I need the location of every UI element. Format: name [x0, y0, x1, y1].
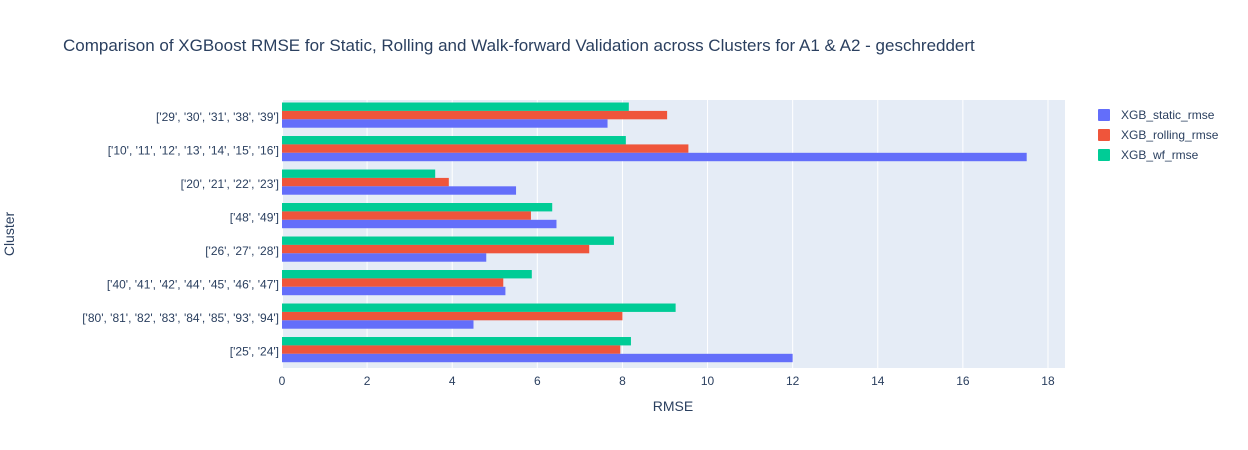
bar-XGB_wf_rmse-4[interactable] — [282, 203, 553, 212]
x-tick-label: 10 — [701, 374, 715, 388]
bar-XGB_static_rmse-5[interactable] — [282, 186, 517, 195]
y-tick-label: ['29', '30', '31', '38', '39'] — [156, 110, 279, 124]
chart-title: Comparison of XGBoost RMSE for Static, R… — [63, 36, 975, 55]
x-tick-label: 0 — [279, 374, 286, 388]
legend-swatch-XGB_static_rmse[interactable] — [1098, 109, 1110, 121]
y-tick-label: ['20', '21', '22', '23'] — [181, 177, 279, 191]
x-tick-label: 6 — [534, 374, 541, 388]
legend[interactable]: XGB_static_rmse XGB_rolling_rmse XGB_wf_rm… — [1098, 108, 1219, 162]
x-tick-label: 4 — [449, 374, 456, 388]
bar-XGB_static_rmse-0[interactable] — [282, 353, 793, 363]
bar-XGB_rolling_rmse-7[interactable] — [282, 110, 668, 120]
y-tick-label: ['48', '49'] — [230, 210, 279, 224]
bar-XGB_wf_rmse-5[interactable] — [282, 169, 436, 178]
y-tick-label: ['10', '11', '12', '13', '14', '15', '16… — [108, 143, 279, 157]
bar-XGB_static_rmse-3[interactable] — [282, 253, 487, 262]
legend-label[interactable]: XGB_wf_rmse — [1121, 148, 1199, 162]
y-tick-label: ['25', '24'] — [230, 344, 279, 358]
x-tick-labels: 0 2 4 6 8 10 12 14 16 18 — [279, 374, 1055, 388]
y-tick-label: ['26', '27', '28'] — [205, 244, 279, 258]
x-axis-title: RMSE — [653, 398, 693, 414]
bar-XGB_wf_rmse-3[interactable] — [282, 236, 614, 245]
bar-XGB_wf_rmse-7[interactable] — [282, 102, 629, 111]
bar-XGB_wf_rmse-6[interactable] — [282, 136, 626, 145]
legend-label[interactable]: XGB_rolling_rmse — [1121, 128, 1219, 142]
x-tick-label: 12 — [786, 374, 800, 388]
x-tick-label: 8 — [619, 374, 626, 388]
bar-XGB_wf_rmse-2[interactable] — [282, 270, 532, 279]
bar-XGB_rolling_rmse-5[interactable] — [282, 177, 449, 187]
bar-XGB_rolling_rmse-0[interactable] — [282, 345, 621, 354]
bar-XGB_rolling_rmse-1[interactable] — [282, 311, 623, 321]
bar-XGB_static_rmse-6[interactable] — [282, 152, 1027, 162]
bar-XGB_rolling_rmse-6[interactable] — [282, 144, 689, 153]
y-tick-label: ['80', '81', '82', '83', '84', '85', '93… — [82, 311, 279, 325]
bar-XGB_rolling_rmse-4[interactable] — [282, 211, 531, 220]
legend-swatch-XGB_rolling_rmse[interactable] — [1098, 129, 1110, 141]
y-tick-label: ['40', '41', '42', '44', '45', '46', '47… — [107, 277, 279, 291]
bar-XGB_wf_rmse-1[interactable] — [282, 303, 676, 312]
legend-swatch-XGB_wf_rmse[interactable] — [1098, 149, 1110, 161]
x-tick-label: 14 — [871, 374, 885, 388]
bar-XGB_rolling_rmse-3[interactable] — [282, 244, 590, 254]
y-axis-title: Cluster — [1, 211, 17, 256]
legend-label[interactable]: XGB_static_rmse — [1121, 108, 1215, 122]
bar-XGB_static_rmse-2[interactable] — [282, 286, 506, 296]
x-tick-label: 18 — [1041, 374, 1055, 388]
x-tick-label: 16 — [956, 374, 970, 388]
bar-XGB_rolling_rmse-2[interactable] — [282, 278, 504, 287]
bar-XGB_static_rmse-1[interactable] — [282, 320, 474, 329]
bar-XGB_wf_rmse-0[interactable] — [282, 337, 631, 346]
bar-XGB_static_rmse-7[interactable] — [282, 119, 608, 128]
bar-XGB_static_rmse-4[interactable] — [282, 219, 557, 229]
y-tick-labels: ['25', '24'] ['80', '81', '82', '83', '84… — [82, 110, 279, 359]
bars — [282, 102, 1027, 363]
x-tick-label: 2 — [364, 374, 371, 388]
